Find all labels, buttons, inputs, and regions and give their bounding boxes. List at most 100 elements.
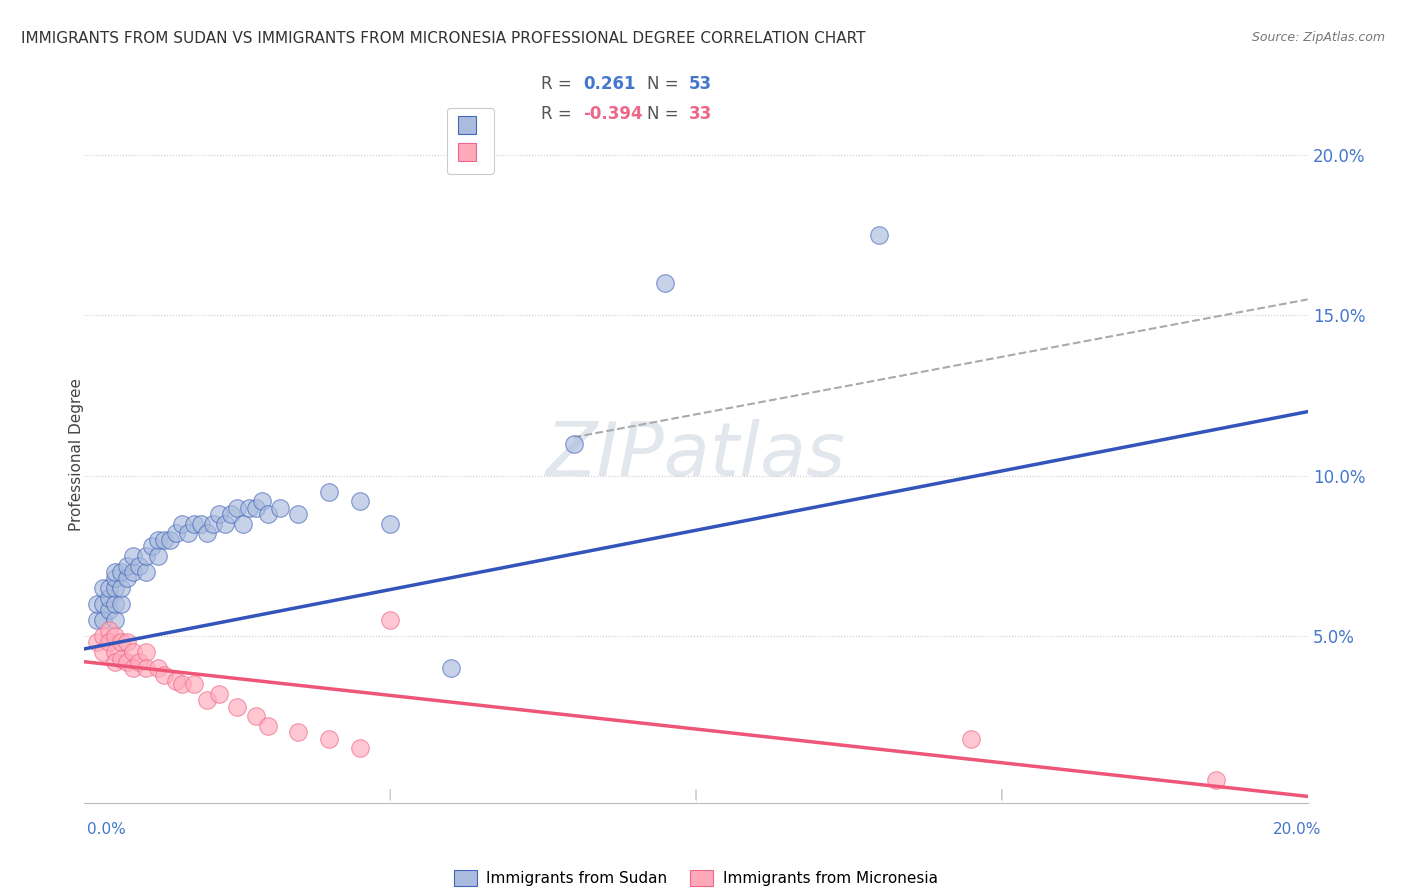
Point bbox=[440, 661, 463, 675]
Point bbox=[172, 677, 194, 691]
Text: 53: 53 bbox=[689, 75, 711, 93]
Point bbox=[115, 558, 138, 573]
Point bbox=[380, 516, 402, 531]
Point bbox=[318, 731, 340, 746]
Point bbox=[153, 667, 176, 681]
Point bbox=[97, 623, 120, 637]
Point bbox=[287, 507, 309, 521]
Point bbox=[226, 500, 249, 515]
Point bbox=[380, 613, 402, 627]
Point bbox=[97, 603, 120, 617]
Point bbox=[86, 613, 108, 627]
Point bbox=[122, 645, 145, 659]
Point bbox=[153, 533, 176, 547]
Point bbox=[86, 635, 108, 649]
Point bbox=[208, 687, 231, 701]
Point bbox=[141, 539, 163, 553]
Point bbox=[165, 526, 187, 541]
Text: IMMIGRANTS FROM SUDAN VS IMMIGRANTS FROM MICRONESIA PROFESSIONAL DEGREE CORRELAT: IMMIGRANTS FROM SUDAN VS IMMIGRANTS FROM… bbox=[21, 31, 866, 46]
Point bbox=[214, 516, 236, 531]
Point bbox=[128, 558, 150, 573]
Point bbox=[960, 731, 983, 746]
Text: R =: R = bbox=[541, 105, 572, 123]
Point bbox=[250, 494, 273, 508]
Point bbox=[349, 741, 371, 756]
Point bbox=[869, 228, 891, 243]
Point bbox=[110, 581, 132, 595]
Point bbox=[91, 597, 114, 611]
Point bbox=[195, 693, 218, 707]
Point bbox=[91, 581, 114, 595]
Text: 0.261: 0.261 bbox=[583, 75, 636, 93]
Point bbox=[97, 591, 120, 605]
Point bbox=[135, 661, 157, 675]
Point bbox=[183, 516, 205, 531]
Point bbox=[104, 597, 127, 611]
Point bbox=[135, 565, 157, 579]
Point bbox=[245, 500, 267, 515]
Text: 20.0%: 20.0% bbox=[1274, 822, 1322, 837]
Point bbox=[91, 613, 114, 627]
Text: 0.0%: 0.0% bbox=[87, 822, 127, 837]
Point bbox=[146, 533, 169, 547]
Point bbox=[165, 673, 187, 688]
Point bbox=[122, 565, 145, 579]
Point bbox=[104, 645, 127, 659]
Point bbox=[232, 516, 254, 531]
Point bbox=[115, 571, 138, 585]
Point bbox=[97, 581, 120, 595]
Y-axis label: Professional Degree: Professional Degree bbox=[69, 378, 83, 532]
Point bbox=[349, 494, 371, 508]
Point bbox=[110, 565, 132, 579]
Point bbox=[183, 677, 205, 691]
Point bbox=[146, 549, 169, 563]
Point bbox=[104, 571, 127, 585]
Point bbox=[104, 629, 127, 643]
Point bbox=[104, 565, 127, 579]
Point bbox=[86, 597, 108, 611]
Text: Source: ZipAtlas.com: Source: ZipAtlas.com bbox=[1251, 31, 1385, 45]
Point bbox=[104, 581, 127, 595]
Point bbox=[190, 516, 212, 531]
Point bbox=[104, 613, 127, 627]
Legend: Immigrants from Sudan, Immigrants from Micronesia: Immigrants from Sudan, Immigrants from M… bbox=[449, 864, 943, 892]
Text: ZIPatlas: ZIPatlas bbox=[546, 419, 846, 491]
Point bbox=[238, 500, 260, 515]
Point bbox=[201, 516, 224, 531]
Point bbox=[110, 651, 132, 665]
Point bbox=[122, 661, 145, 675]
Point bbox=[269, 500, 291, 515]
Point bbox=[115, 655, 138, 669]
Point bbox=[562, 436, 585, 450]
Point bbox=[91, 645, 114, 659]
Point bbox=[110, 635, 132, 649]
Point bbox=[91, 629, 114, 643]
Point bbox=[128, 655, 150, 669]
Text: N =: N = bbox=[647, 105, 678, 123]
Point bbox=[226, 699, 249, 714]
Point bbox=[110, 597, 132, 611]
Point bbox=[287, 725, 309, 739]
Point bbox=[257, 719, 280, 733]
Point bbox=[1205, 773, 1227, 788]
Point bbox=[135, 645, 157, 659]
Point bbox=[177, 526, 200, 541]
Point bbox=[122, 549, 145, 563]
Point bbox=[195, 526, 218, 541]
Point bbox=[104, 655, 127, 669]
Point bbox=[159, 533, 181, 547]
Point bbox=[219, 507, 242, 521]
Point bbox=[115, 635, 138, 649]
Point bbox=[208, 507, 231, 521]
Point bbox=[654, 277, 676, 291]
Point bbox=[245, 709, 267, 723]
Point bbox=[97, 635, 120, 649]
Text: R =: R = bbox=[541, 75, 572, 93]
Point bbox=[318, 484, 340, 499]
Text: -0.394: -0.394 bbox=[583, 105, 643, 123]
Text: 33: 33 bbox=[689, 105, 713, 123]
Point bbox=[172, 516, 194, 531]
Point bbox=[257, 507, 280, 521]
Text: N =: N = bbox=[647, 75, 678, 93]
Point bbox=[146, 661, 169, 675]
